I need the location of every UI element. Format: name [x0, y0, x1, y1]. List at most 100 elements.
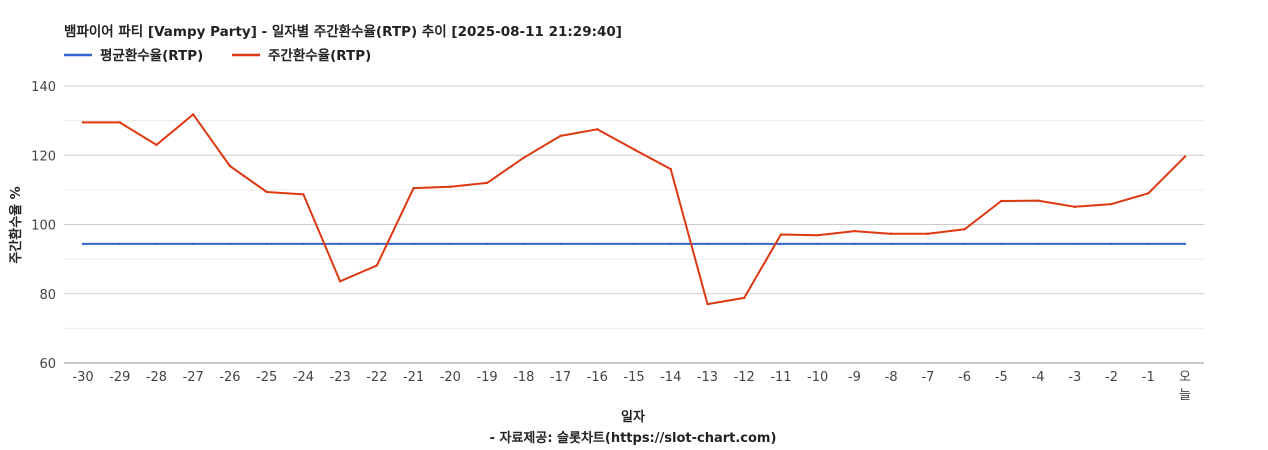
data-point-average	[265, 242, 268, 246]
x-tick-label: -14	[660, 370, 681, 385]
data-point-average	[1183, 242, 1187, 246]
x-tick-label: -27	[183, 370, 204, 385]
x-tick-label: -23	[330, 370, 351, 385]
data-point-weekly	[1183, 155, 1187, 158]
y-tick-label: 80	[39, 288, 56, 303]
data-point-average	[1036, 242, 1040, 246]
data-point-average	[889, 242, 893, 246]
x-tick-label: -4	[1032, 370, 1045, 385]
data-point-weekly	[559, 134, 562, 138]
data-point-average	[559, 242, 562, 246]
x-tick-label: -7	[921, 370, 934, 385]
data-point-weekly	[228, 164, 232, 168]
data-point-weekly	[1073, 205, 1077, 209]
y-axis-ticks: 60 80 100 120 140	[31, 80, 56, 372]
data-point-average	[1110, 242, 1113, 246]
data-point-average	[338, 242, 342, 246]
data-point-average	[853, 242, 856, 246]
data-point-weekly	[375, 264, 379, 267]
data-point-weekly	[779, 233, 783, 236]
data-point-average	[192, 242, 195, 246]
x-tick-label: -20	[440, 370, 461, 385]
data-point-weekly	[816, 234, 819, 237]
data-point-average	[81, 242, 85, 246]
x-tick-label: -3	[1068, 370, 1081, 385]
x-tick-label: -13	[697, 370, 718, 385]
data-point-weekly	[632, 148, 636, 151]
data-point-average	[632, 242, 636, 246]
data-point-weekly	[118, 121, 121, 124]
y-tick-label: 60	[39, 357, 56, 372]
x-tick-label: -10	[807, 370, 828, 385]
x-tick-label: -18	[513, 370, 534, 385]
data-point-average	[449, 242, 452, 246]
data-point-average	[963, 242, 966, 246]
data-point-weekly	[963, 228, 966, 231]
x-tick-label: -15	[623, 370, 644, 385]
data-point-weekly	[743, 296, 746, 300]
series-layer	[81, 113, 1187, 306]
data-point-weekly	[1110, 202, 1113, 206]
data-point-weekly	[81, 121, 85, 124]
x-tick-label: -1	[1142, 370, 1155, 385]
y-tick-label: 100	[31, 219, 56, 234]
y-tick-label: 120	[31, 149, 56, 164]
data-point-weekly	[926, 232, 930, 236]
data-point-weekly	[265, 190, 268, 194]
data-point-average	[1000, 242, 1003, 246]
data-point-weekly	[449, 185, 452, 188]
data-point-weekly	[522, 156, 525, 159]
data-point-weekly	[669, 167, 672, 171]
x-tick-label: -24	[293, 370, 314, 385]
data-point-average	[522, 242, 525, 246]
data-point-average	[669, 242, 672, 246]
data-point-weekly	[889, 232, 893, 236]
data-point-average	[1073, 242, 1077, 246]
x-tick-label: -29	[109, 370, 130, 385]
x-tick-label: -21	[403, 370, 424, 385]
data-point-average	[118, 242, 121, 246]
data-point-average	[779, 242, 783, 246]
legend-label-avg: 평균환수율(RTP)	[100, 47, 203, 64]
data-point-weekly	[338, 280, 342, 283]
x-tick-label: -17	[550, 370, 571, 385]
data-point-weekly	[596, 128, 599, 131]
data-point-average	[926, 242, 930, 246]
data-point-average	[485, 242, 489, 246]
x-axis-label: 일자	[621, 410, 645, 425]
x-tick-label: -19	[476, 370, 497, 385]
data-point-weekly	[706, 302, 709, 306]
gridlines	[64, 85, 1204, 364]
x-tick-label: -2	[1105, 370, 1118, 385]
legend: 평균환수율(RTP) 주간환수율(RTP)	[64, 47, 371, 64]
data-point-average	[302, 242, 305, 246]
data-point-average	[706, 242, 709, 246]
data-point-average	[228, 242, 232, 246]
x-tick-label: -11	[770, 370, 791, 385]
data-point-weekly	[853, 229, 856, 233]
x-tick-label: -5	[995, 370, 1008, 385]
data-point-weekly	[1000, 199, 1003, 203]
data-point-average	[596, 242, 599, 246]
data-point-weekly	[302, 193, 305, 196]
x-tick-label: -12	[734, 370, 755, 385]
x-tick-label: -26	[219, 370, 240, 385]
data-point-weekly	[1147, 192, 1150, 195]
x-tick-label: -6	[958, 370, 971, 385]
data-point-weekly	[412, 186, 415, 190]
x-tick-label: -8	[885, 370, 898, 385]
x-axis-ticks: -30 -29 -28 -27 -26 -25 -24 -23 -22 -21 -20 -19 -18 -…	[72, 370, 1191, 403]
data-point-weekly	[1036, 199, 1040, 202]
series-line-weekly-rtp	[83, 113, 1186, 306]
data-point-average	[155, 242, 158, 246]
x-tick-label: -9	[848, 370, 861, 385]
chart-title: 뱀파이어 파티 [Vampy Party] - 일자별 주간환수율(RTP) 추…	[64, 23, 622, 40]
data-point-average	[1147, 242, 1150, 246]
legend-label-weekly: 주간환수율(RTP)	[268, 47, 371, 64]
data-point-weekly	[485, 181, 489, 185]
data-point-weekly	[192, 113, 195, 116]
data-point-average	[375, 242, 379, 246]
source-credit: - 자료제공: 슬롯차트(https://slot-chart.com)	[490, 430, 777, 446]
